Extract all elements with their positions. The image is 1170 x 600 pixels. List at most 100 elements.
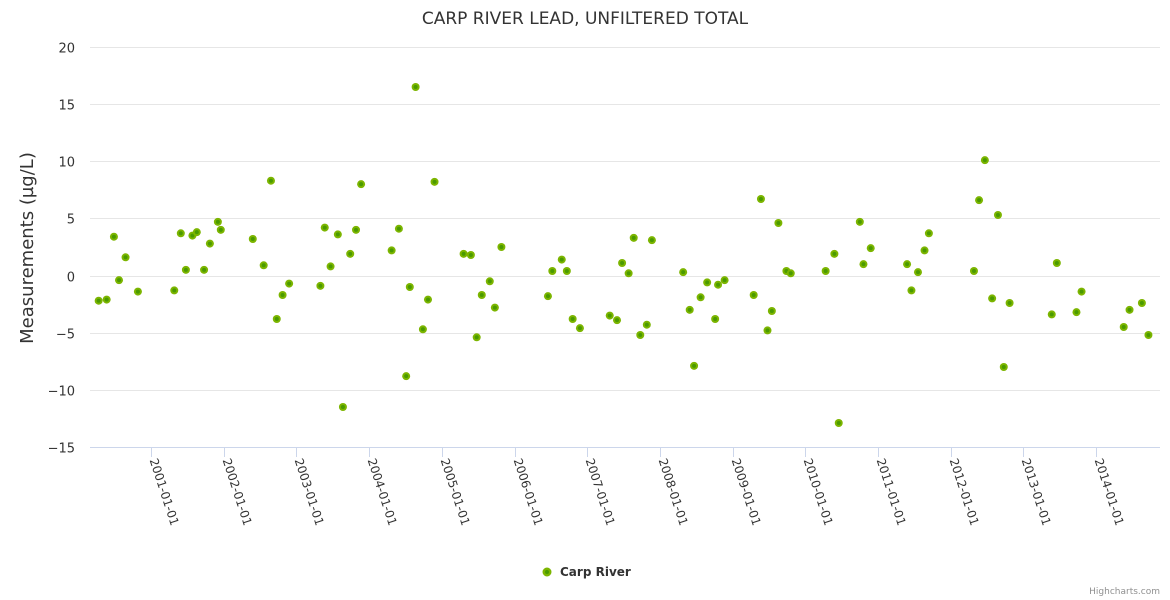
data-point[interactable] — [1144, 331, 1153, 339]
data-point[interactable] — [821, 267, 830, 275]
data-point[interactable] — [94, 296, 103, 305]
data-point[interactable] — [109, 232, 118, 241]
data-point[interactable] — [903, 260, 912, 269]
data-point[interactable] — [980, 156, 989, 165]
data-point[interactable] — [975, 196, 984, 205]
data-point[interactable] — [690, 361, 699, 370]
data-point[interactable] — [969, 267, 978, 275]
data-point[interactable] — [907, 286, 916, 295]
data-point[interactable] — [1137, 299, 1146, 307]
data-point[interactable] — [774, 219, 783, 227]
data-point[interactable] — [497, 243, 506, 251]
data-point[interactable] — [326, 262, 335, 271]
data-point[interactable] — [642, 320, 651, 329]
data-point[interactable] — [767, 307, 776, 315]
data-point[interactable] — [696, 293, 705, 302]
data-point[interactable] — [543, 292, 552, 301]
data-point[interactable] — [562, 267, 571, 275]
data-point[interactable] — [756, 195, 765, 203]
data-point[interactable] — [629, 233, 638, 242]
data-point[interactable] — [402, 372, 411, 381]
data-point[interactable] — [920, 246, 929, 255]
legend-item-carp-river[interactable]: Carp River — [560, 565, 631, 579]
data-point[interactable] — [430, 177, 439, 186]
data-point[interactable] — [181, 265, 190, 274]
data-point[interactable] — [418, 325, 427, 334]
data-point[interactable] — [176, 229, 185, 238]
data-point[interactable] — [477, 291, 486, 299]
data-point[interactable] — [575, 324, 584, 333]
data-point[interactable] — [278, 291, 287, 299]
data-point[interactable] — [338, 403, 347, 411]
data-point[interactable] — [411, 83, 420, 91]
data-point[interactable] — [720, 276, 729, 285]
data-point[interactable] — [102, 295, 111, 304]
data-point[interactable] — [834, 419, 843, 427]
data-point[interactable] — [763, 326, 772, 335]
data-point[interactable] — [346, 249, 355, 258]
data-point[interactable] — [1052, 259, 1061, 267]
data-point[interactable] — [216, 225, 225, 234]
data-point[interactable] — [394, 224, 403, 233]
data-point[interactable] — [248, 235, 257, 243]
data-point[interactable] — [703, 278, 712, 287]
data-point[interactable] — [121, 253, 130, 262]
data-point[interactable] — [855, 217, 864, 226]
data-point[interactable] — [1077, 287, 1086, 296]
data-point[interactable] — [115, 276, 124, 285]
data-point[interactable] — [685, 305, 694, 314]
data-point[interactable] — [548, 267, 557, 275]
data-point[interactable] — [466, 251, 475, 259]
data-point[interactable] — [1005, 299, 1014, 307]
credits-link[interactable]: Highcharts.com — [1089, 587, 1160, 597]
data-point[interactable] — [259, 261, 268, 270]
data-point[interactable] — [913, 268, 922, 277]
data-point[interactable] — [1119, 323, 1128, 331]
data-point[interactable] — [472, 333, 481, 342]
data-point[interactable] — [711, 315, 720, 323]
data-point[interactable] — [1125, 305, 1134, 314]
data-point[interactable] — [679, 268, 688, 277]
data-point[interactable] — [714, 280, 723, 289]
data-point[interactable] — [485, 277, 494, 286]
data-point[interactable] — [459, 249, 468, 258]
data-point[interactable] — [423, 295, 432, 304]
data-point[interactable] — [605, 311, 614, 320]
data-point[interactable] — [924, 229, 933, 238]
data-point[interactable] — [618, 259, 627, 267]
data-point[interactable] — [192, 228, 201, 237]
data-point[interactable] — [557, 255, 566, 264]
data-point[interactable] — [1047, 310, 1056, 319]
data-point[interactable] — [320, 223, 329, 232]
data-point[interactable] — [1072, 308, 1081, 317]
data-point[interactable] — [133, 287, 142, 296]
data-point[interactable] — [170, 286, 179, 295]
data-point[interactable] — [988, 294, 997, 303]
data-point[interactable] — [405, 283, 414, 291]
data-point[interactable] — [200, 265, 209, 274]
data-point[interactable] — [285, 279, 294, 288]
data-point[interactable] — [333, 230, 342, 239]
data-point[interactable] — [999, 363, 1008, 371]
data-point[interactable] — [568, 315, 577, 323]
data-point[interactable] — [357, 180, 366, 189]
data-point[interactable] — [830, 249, 839, 258]
data-point[interactable] — [316, 281, 325, 290]
data-point[interactable] — [624, 269, 633, 278]
data-point[interactable] — [786, 269, 795, 278]
data-point[interactable] — [866, 244, 875, 253]
data-point[interactable] — [266, 176, 275, 185]
data-point[interactable] — [352, 225, 361, 234]
data-point[interactable] — [387, 246, 396, 255]
data-point[interactable] — [272, 315, 281, 323]
data-point[interactable] — [636, 331, 645, 339]
data-point[interactable] — [490, 303, 499, 312]
data-point[interactable] — [859, 260, 868, 269]
data-point[interactable] — [613, 316, 622, 325]
data-point[interactable] — [749, 291, 758, 299]
legend[interactable]: Carp River — [542, 565, 631, 579]
data-point[interactable] — [205, 239, 214, 248]
data-point[interactable] — [993, 211, 1002, 219]
data-point[interactable] — [213, 217, 222, 226]
data-point[interactable] — [647, 236, 656, 245]
